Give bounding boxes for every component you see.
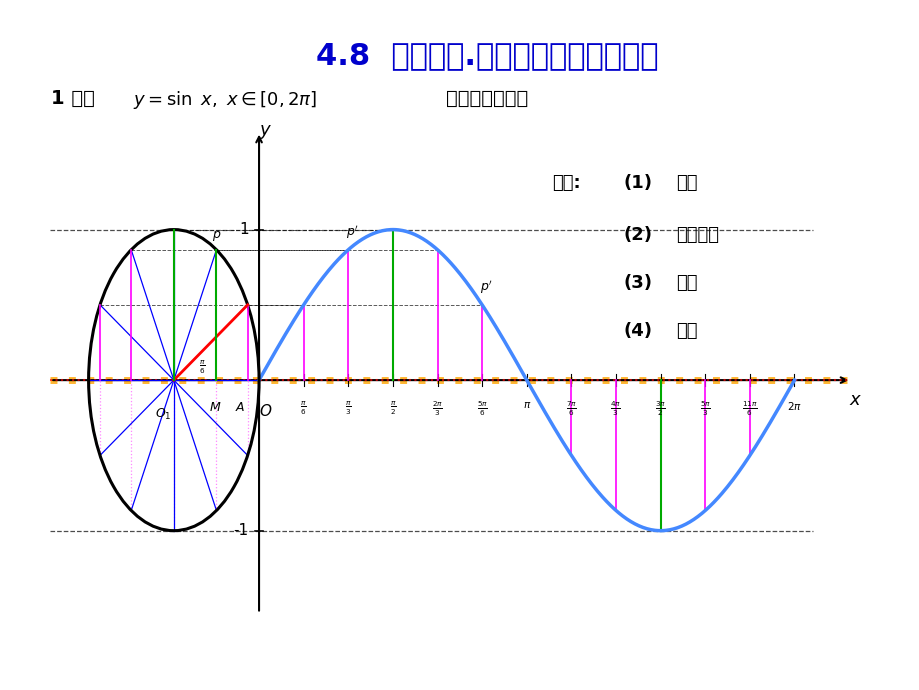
Text: 4.8  正弦函数.余弦函数的图象和性质: 4.8 正弦函数.余弦函数的图象和性质	[316, 41, 658, 70]
Text: 作法:: 作法:	[551, 174, 580, 192]
Text: (3): (3)	[623, 274, 652, 292]
Text: $p'$: $p'$	[346, 224, 358, 241]
Text: $\frac{5\pi}{6}$: $\frac{5\pi}{6}$	[476, 400, 487, 418]
Text: 1 函数: 1 函数	[51, 89, 95, 108]
Text: 图象的几何作法: 图象的几何作法	[446, 89, 528, 108]
Text: 等分: 等分	[675, 174, 697, 192]
Text: $2\pi$: $2\pi$	[786, 400, 801, 412]
Text: $\pi$: $\pi$	[522, 400, 530, 410]
Text: $M$: $M$	[209, 401, 221, 414]
Text: (1): (1)	[623, 174, 652, 192]
Text: $O$: $O$	[259, 403, 272, 419]
Text: $p'$: $p'$	[479, 279, 492, 296]
Text: $\frac{7\pi}{6}$: $\frac{7\pi}{6}$	[565, 400, 576, 418]
Text: $A$: $A$	[235, 401, 245, 414]
Text: $y = \sin\ x,\ x \in \left[0,2\pi\right]$: $y = \sin\ x,\ x \in \left[0,2\pi\right]…	[133, 89, 317, 111]
Text: (2): (2)	[623, 226, 652, 244]
Text: -1: -1	[233, 523, 248, 538]
Text: 作正弦线: 作正弦线	[675, 226, 719, 244]
Text: 连线: 连线	[675, 322, 697, 340]
Text: 1: 1	[239, 222, 248, 237]
Text: $p$: $p$	[212, 228, 221, 243]
Text: $\frac{\pi}{6}$: $\frac{\pi}{6}$	[300, 400, 307, 417]
Text: $\frac{\pi}{6}$: $\frac{\pi}{6}$	[199, 359, 206, 375]
Text: $y$: $y$	[259, 123, 272, 141]
Text: (4): (4)	[623, 322, 652, 340]
Text: $\frac{5\pi}{3}$: $\frac{5\pi}{3}$	[699, 400, 710, 418]
Text: $\frac{\pi}{3}$: $\frac{\pi}{3}$	[345, 400, 351, 417]
Text: $\frac{4\pi}{3}$: $\frac{4\pi}{3}$	[610, 400, 621, 418]
Text: $x$: $x$	[848, 391, 861, 408]
Text: $O_1$: $O_1$	[155, 407, 172, 422]
Text: 平移: 平移	[675, 274, 697, 292]
Text: $\frac{11\pi}{6}$: $\frac{11\pi}{6}$	[742, 400, 757, 418]
Text: $\frac{\pi}{2}$: $\frac{\pi}{2}$	[389, 400, 396, 417]
Text: $\frac{2\pi}{3}$: $\frac{2\pi}{3}$	[432, 400, 443, 418]
Text: $\frac{3\pi}{2}$: $\frac{3\pi}{2}$	[654, 400, 665, 418]
